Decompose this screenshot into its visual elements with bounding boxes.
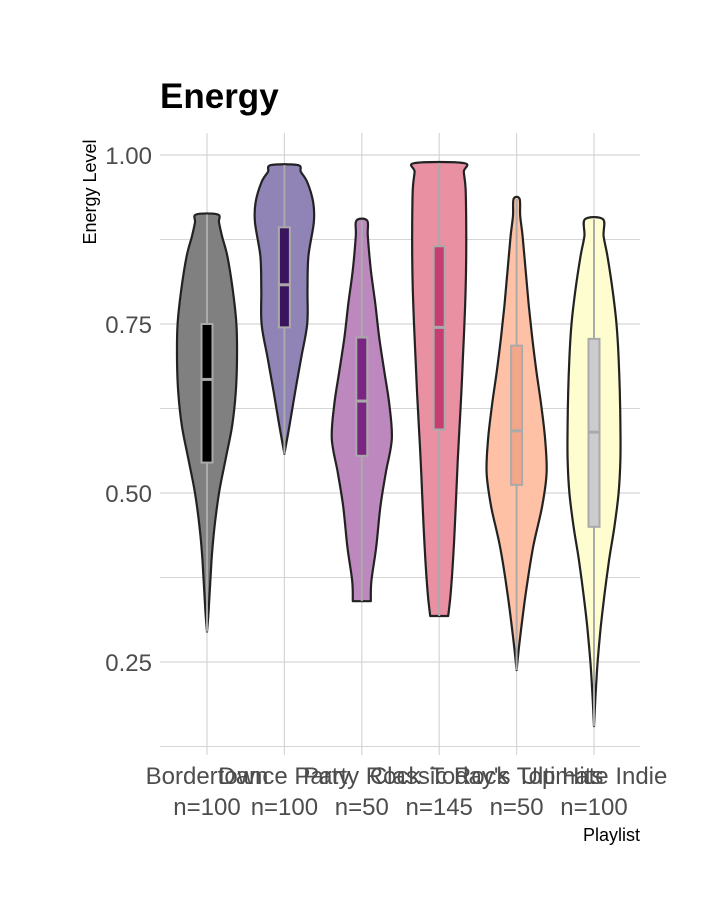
box-1 — [277, 226, 291, 329]
y-tick-label: 1.00 — [105, 143, 152, 170]
y-tick-label: 0.75 — [105, 312, 152, 339]
y-tick-label: 0.25 — [105, 650, 152, 677]
violins — [175, 160, 622, 728]
box-2 — [355, 336, 369, 457]
x-tick-label: Bordertown — [146, 763, 269, 790]
chart-title: Energy — [160, 77, 279, 116]
x-axis-label: Playlist — [583, 825, 640, 845]
x-tick-count: n=50 — [490, 794, 544, 821]
boxplots — [200, 163, 601, 727]
x-tick-label: Today's Top Hits — [430, 763, 604, 790]
x-tick-count: n=100 — [173, 794, 240, 821]
x-tick-label: Party Rock — [303, 763, 421, 790]
x-tick-count: n=100 — [560, 794, 627, 821]
x-tick-label: Classic Rock — [370, 763, 510, 790]
x-tick-count: n=50 — [335, 794, 389, 821]
x-tick-label: Dance Party — [218, 763, 350, 790]
box-4 — [510, 344, 524, 486]
y-tick-labels: 0.25 0.50 0.75 1.00 — [105, 143, 152, 677]
box-3 — [432, 245, 446, 431]
x-tick-label: Ultimate Indie — [521, 763, 668, 790]
y-axis-label: Energy Level — [80, 139, 100, 244]
box-0 — [200, 323, 214, 464]
x-tick-count: n=145 — [405, 794, 472, 821]
x-tick-labels: Bordertown n=100 Dance Party n=100 Party Roc… — [146, 763, 668, 821]
y-tick-label: 0.50 — [105, 481, 152, 508]
x-tick-count: n=100 — [251, 794, 318, 821]
